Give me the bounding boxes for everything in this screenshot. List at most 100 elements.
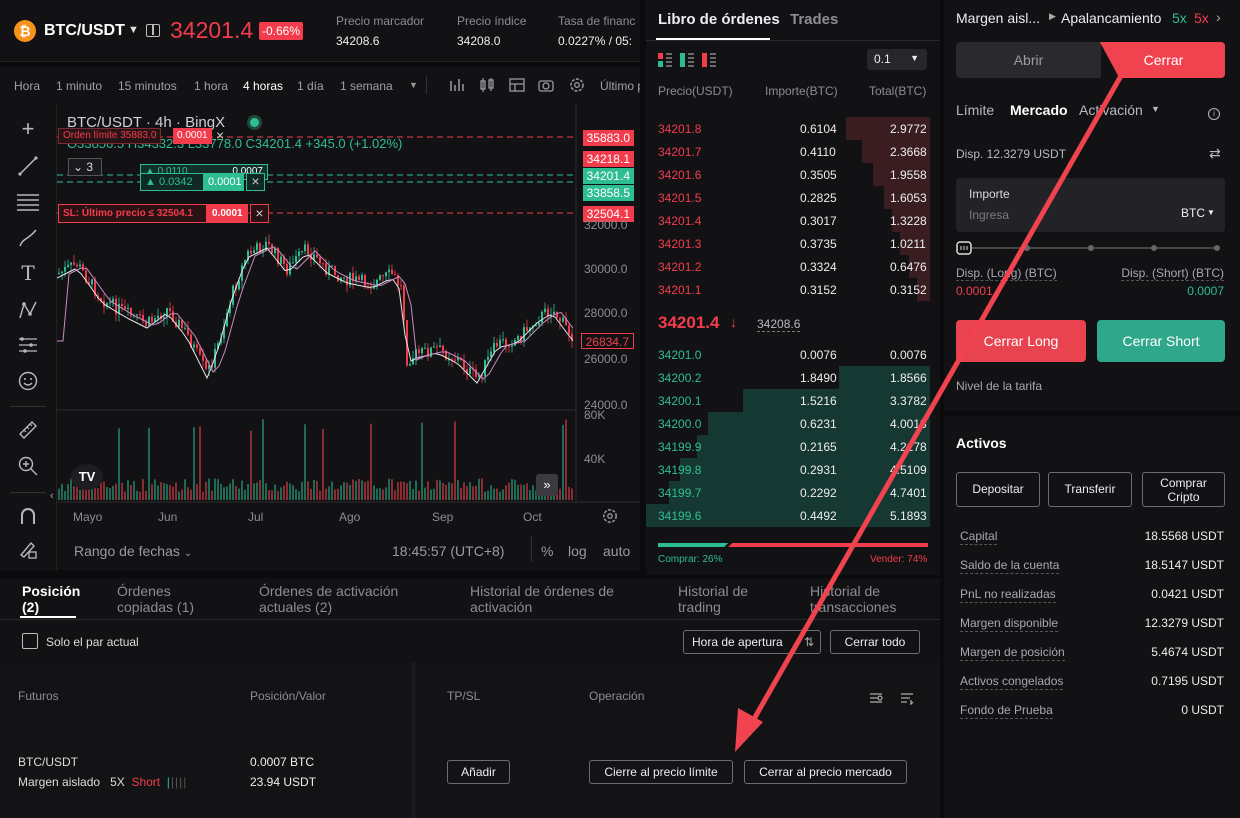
timeframe-1d[interactable]: 1 día (297, 79, 324, 93)
stop-loss-label[interactable]: SL: Último precio ≤ 32504.1 (58, 204, 207, 223)
last-price-toggle[interactable]: Último p (600, 79, 640, 93)
amount-slider[interactable] (956, 240, 1226, 256)
timeframe-1h[interactable]: 1 hora (194, 79, 229, 93)
brush-icon[interactable] (18, 228, 38, 248)
amount-placeholder[interactable]: Ingresa (969, 208, 1010, 222)
only-current-checkbox[interactable] (22, 633, 38, 649)
ask-row[interactable]: 34201.2 0.3324 0.6476 (646, 255, 940, 278)
tab-trades[interactable]: Trades (790, 11, 839, 28)
tab-order-book[interactable]: Libro de órdenes (658, 11, 780, 28)
margin-mode-selector[interactable]: Margen aisl... (956, 10, 1041, 26)
ruler-icon[interactable] (18, 420, 38, 440)
limit-order-label[interactable]: Orden límite 35883.0 (58, 128, 162, 144)
amount-unit-selector[interactable]: BTC (1181, 206, 1205, 220)
ask-row[interactable]: 34201.6 0.3505 1.9558 (646, 163, 940, 186)
table-row[interactable]: BTC/USDT (18, 755, 78, 769)
lock-drawing-icon[interactable] (18, 540, 38, 560)
book-icon[interactable] (146, 24, 160, 37)
crosshair-icon[interactable]: + (21, 116, 35, 141)
amount-input[interactable]: Importe Ingresa BTC ▼ (956, 178, 1225, 232)
info-icon[interactable]: i (1208, 108, 1220, 120)
percent-scale-toggle[interactable]: % (541, 543, 554, 559)
close-market-button[interactable]: Cerrar al precio mercado (744, 760, 907, 784)
timeframe-hora[interactable]: Hora (14, 79, 41, 93)
close-short-button[interactable]: Cerrar Short (1097, 320, 1225, 362)
transfer-button[interactable]: Transferir (1048, 472, 1132, 507)
text-icon[interactable]: T (21, 261, 35, 285)
order-type-trigger[interactable]: Activación (1079, 102, 1143, 118)
fib-lines-icon[interactable] (17, 192, 39, 212)
bid-row[interactable]: 34199.7 0.2292 4.7401 (646, 481, 940, 504)
tab-open[interactable]: Abrir (956, 42, 1101, 78)
chevron-down-icon[interactable]: ▼ (1151, 104, 1160, 114)
scroll-right-icon[interactable]: » (536, 474, 558, 496)
bid-row[interactable]: 34200.2 1.8490 1.8566 (646, 366, 940, 389)
ask-row[interactable]: 34201.3 0.3735 1.0211 (646, 232, 940, 255)
date-range-selector[interactable]: Rango de fechas ⌄ (74, 543, 193, 559)
bid-row[interactable]: 34199.8 0.2931 4.5109 (646, 458, 940, 481)
timeframe-1m[interactable]: 1 minuto (56, 79, 103, 93)
timeframe-1w[interactable]: 1 semana (340, 79, 393, 93)
sort-open-time[interactable]: Hora de apertura ⇅ (683, 630, 821, 654)
close-icon[interactable]: × (246, 173, 265, 191)
timeframe-15m[interactable]: 15 minutos (118, 79, 177, 93)
ask-row[interactable]: 34201.1 0.3152 0.3152 (646, 278, 940, 301)
close-long-button[interactable]: Cerrar Long (956, 320, 1086, 362)
leverage-selector[interactable]: Apalancamiento (1061, 10, 1162, 26)
tab-trigger-history[interactable]: Historial de órdenes de activación (470, 583, 614, 615)
book-bids-icon[interactable] (680, 53, 694, 67)
sort-list-icon[interactable] (900, 691, 914, 705)
measure-lines-icon[interactable] (17, 335, 39, 355)
bid-row[interactable]: 34200.0 0.6231 4.0013 (646, 412, 940, 435)
buy-crypto-button[interactable]: Comprar Cripto (1142, 472, 1225, 507)
book-asks-icon[interactable] (702, 53, 716, 67)
tab-trigger-orders[interactable]: Órdenes de activación actuales (2) (259, 583, 399, 615)
book-both-icon[interactable] (658, 53, 672, 67)
close-icon[interactable]: × (216, 127, 225, 143)
close-icon[interactable]: × (250, 204, 269, 223)
settings-icon[interactable] (569, 77, 585, 93)
auto-scale-toggle[interactable]: auto (603, 543, 631, 559)
precision-selector[interactable]: 0.1 ▼ (867, 49, 927, 70)
chevron-down-icon[interactable]: ▼ (128, 24, 139, 36)
magnet-icon[interactable] (18, 506, 38, 526)
order-type-limit[interactable]: Límite (956, 102, 995, 118)
emoji-icon[interactable] (18, 371, 38, 391)
close-all-button[interactable]: Cerrar todo (830, 630, 920, 654)
pair-selector[interactable]: BTC/USDT (44, 22, 125, 39)
price-chart[interactable]: BTC/USDT · 4h · BingX O33856.5 H34332.3 … (50, 104, 640, 570)
chart-settings-icon[interactable] (602, 508, 618, 524)
leverage-long[interactable]: 5x (1172, 10, 1187, 26)
tab-copy-orders[interactable]: Órdenes copiadas (1) (117, 583, 195, 615)
timeframe-4h[interactable]: 4 horas (243, 79, 284, 93)
bid-row[interactable]: 34199.6 0.4492 5.1893 (646, 504, 940, 527)
candles-icon[interactable] (479, 78, 495, 92)
tab-trade-history[interactable]: Historial de trading (678, 583, 749, 615)
zoom-icon[interactable] (18, 456, 38, 476)
bid-row[interactable]: 34199.9 0.2165 4.2178 (646, 435, 940, 458)
chevron-right-icon[interactable]: › (1216, 9, 1221, 25)
close-limit-button[interactable]: Cierre al precio límite (589, 760, 733, 784)
column-settings-icon[interactable] (869, 691, 883, 705)
layout-icon[interactable] (509, 78, 525, 92)
chevron-down-icon[interactable]: ▼ (1207, 208, 1215, 217)
add-tpsl-button[interactable]: Añadir (447, 760, 510, 784)
indicators-icon[interactable] (450, 78, 466, 92)
camera-icon[interactable] (538, 78, 554, 92)
ask-row[interactable]: 34201.7 0.4110 2.3668 (646, 140, 940, 163)
ask-row[interactable]: 34201.5 0.2825 1.6053 (646, 186, 940, 209)
bid-row[interactable]: 34200.1 1.5216 3.3782 (646, 389, 940, 412)
leverage-short[interactable]: 5x (1194, 10, 1209, 26)
position-label-2[interactable]: ▲ 0.0342 (140, 173, 204, 191)
tab-close[interactable]: Cerrar (1099, 42, 1225, 78)
tab-transaction-history[interactable]: Historial de transacciones (810, 583, 897, 615)
bid-row[interactable]: 34201.0 0.0076 0.0076 (646, 343, 940, 366)
chevron-down-icon[interactable]: ▼ (409, 80, 418, 90)
fee-level-link[interactable]: Nivel de la tarifa (956, 379, 1043, 393)
order-type-market[interactable]: Mercado (1010, 102, 1068, 118)
ask-row[interactable]: 34201.8 0.6104 2.9772 (646, 117, 940, 140)
collapsed-orders-toggle[interactable]: ⌄ 3 (68, 158, 102, 176)
deposit-button[interactable]: Depositar (956, 472, 1040, 507)
pattern-icon[interactable] (18, 300, 38, 320)
ask-row[interactable]: 34201.4 0.3017 1.3228 (646, 209, 940, 232)
